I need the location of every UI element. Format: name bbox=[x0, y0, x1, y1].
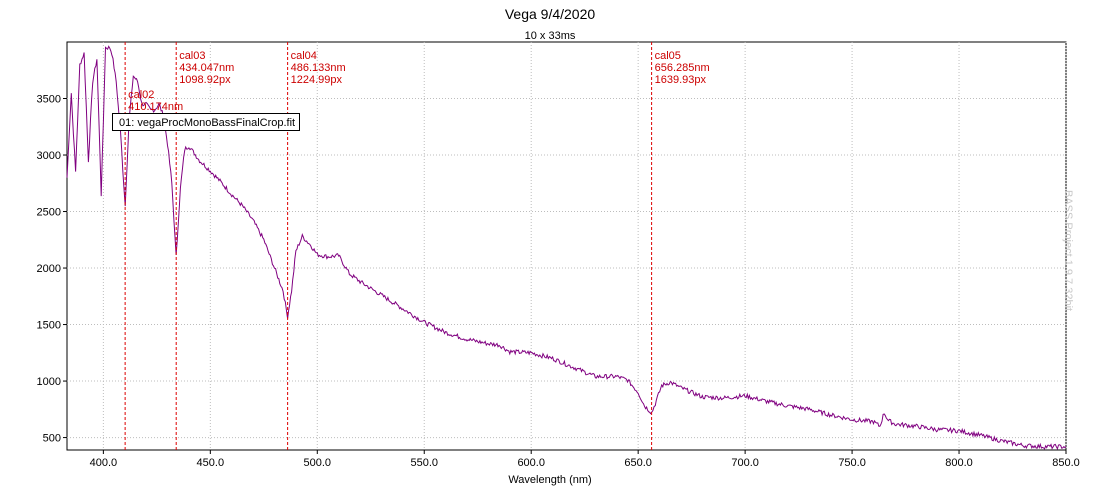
x-tick-label: 450.0 bbox=[197, 457, 225, 469]
y-tick-label: 1000 bbox=[37, 376, 61, 388]
calibration-label-cal03: cal03 434.047nm 1098.92px bbox=[179, 50, 235, 86]
x-tick-label: 400.0 bbox=[90, 457, 118, 469]
x-tick-label: 700.0 bbox=[731, 457, 759, 469]
calibration-label-cal02: cal02 410.174nm bbox=[128, 89, 184, 113]
x-tick-label: 500.0 bbox=[304, 457, 332, 469]
chart-title: Vega 9/4/2020 bbox=[504, 6, 596, 22]
x-tick-label: 800.0 bbox=[945, 457, 973, 469]
y-tick-label: 3500 bbox=[37, 94, 61, 106]
x-tick-label: 550.0 bbox=[410, 457, 438, 469]
y-tick-label: 2000 bbox=[37, 263, 61, 275]
x-tick-label: 650.0 bbox=[624, 457, 652, 469]
y-tick-label: 1500 bbox=[37, 320, 61, 332]
chart-subtitle: 10 x 33ms bbox=[524, 30, 576, 42]
x-tick-label: 750.0 bbox=[838, 457, 866, 469]
calibration-label-cal04: cal04 486.133nm 1224.99px bbox=[290, 50, 346, 86]
spectrum-line bbox=[66, 45, 1067, 451]
y-tick-label: 3000 bbox=[37, 150, 61, 162]
legend-box: 01: vegaProcMonoBassFinalCrop.fit bbox=[112, 113, 300, 131]
calibration-label-cal05: cal05 656.285nm 1639.93px bbox=[654, 50, 710, 86]
x-tick-label: 600.0 bbox=[517, 457, 545, 469]
plot-frame bbox=[66, 41, 1067, 451]
y-tick-label: 2500 bbox=[37, 207, 61, 219]
y-tick-label: 500 bbox=[43, 433, 61, 445]
x-tick-label: 850.0 bbox=[1052, 457, 1080, 469]
x-axis-label: Wavelength (nm) bbox=[508, 474, 592, 486]
software-watermark: BASS Project 1.9.7 32bit bbox=[1062, 190, 1074, 312]
